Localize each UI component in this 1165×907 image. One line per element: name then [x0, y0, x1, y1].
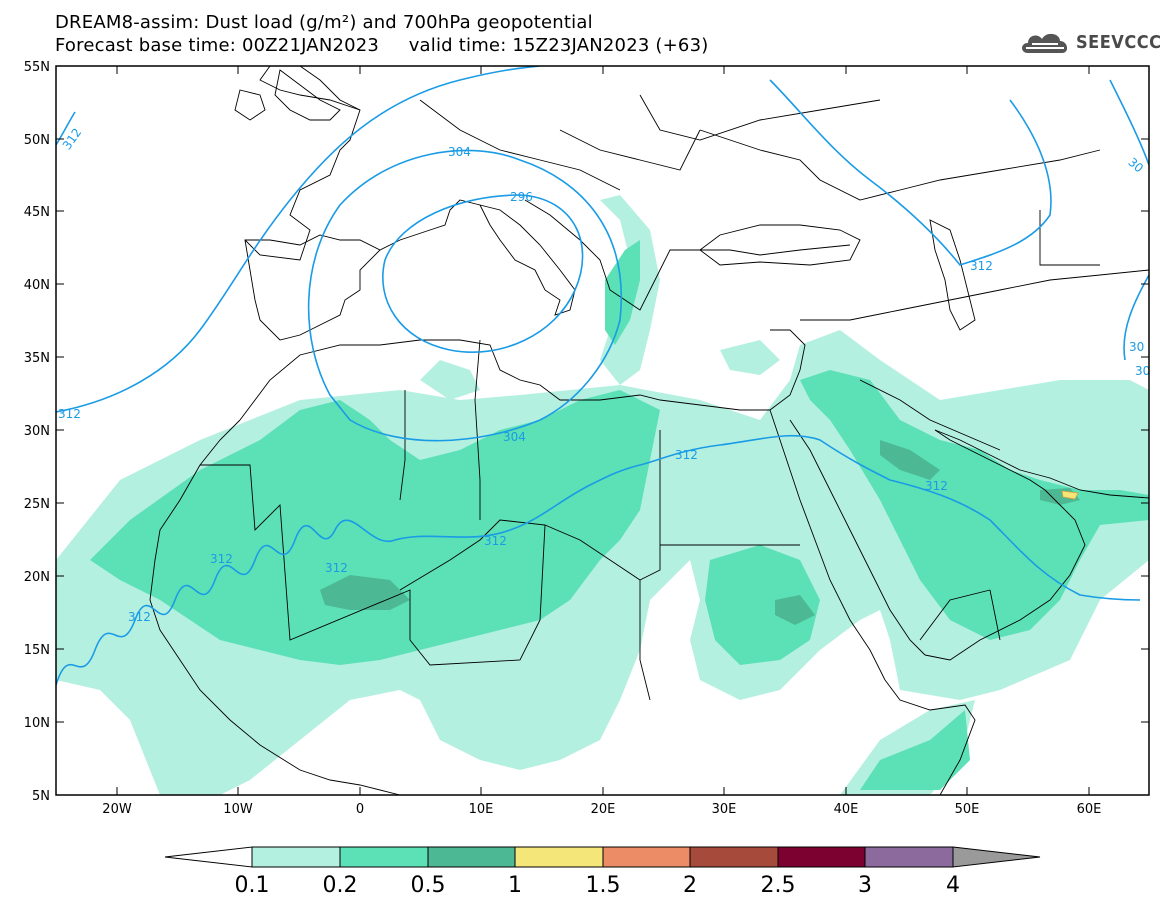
- colorbar-segment: [514, 846, 604, 868]
- colorbar-segment-under: [164, 846, 253, 868]
- contour-label: 296: [510, 190, 533, 204]
- colorbar-labels: 0.1 0.2 0.5 1 1.5 2 2.5 3 4: [235, 873, 961, 898]
- lat-label: 25N: [24, 497, 50, 512]
- geopotential-contours: [56, 66, 1149, 686]
- contour-label: 312: [325, 561, 348, 575]
- cloud-icon: [1022, 33, 1068, 53]
- colorbar-label: 1: [508, 873, 522, 898]
- colorbar-label: 0.1: [235, 873, 270, 898]
- lon-label: 0: [356, 802, 364, 817]
- lat-label: 5N: [32, 789, 50, 804]
- contour-label: 312: [210, 552, 233, 566]
- dust-medium-areas: [90, 240, 1149, 790]
- contour-label: 30: [1125, 155, 1146, 176]
- lon-label: 60E: [1077, 802, 1102, 817]
- colorbar-segment: [689, 846, 779, 868]
- contour-label: 312: [484, 534, 507, 548]
- dust-load-field: [56, 66, 1149, 795]
- colorbar-label: 2.5: [761, 873, 796, 898]
- coastlines-and-borders: [149, 66, 1149, 795]
- colorbar-label: 0.5: [411, 873, 446, 898]
- lon-label: 20E: [591, 802, 616, 817]
- lon-label: 10W: [223, 802, 253, 817]
- lon-label: 10E: [469, 802, 494, 817]
- contour-label: 312: [58, 407, 81, 421]
- colorbar-segment: [864, 846, 954, 868]
- lat-label: 35N: [24, 351, 50, 366]
- colorbar-segment: [427, 846, 516, 868]
- colorbar-segment: [251, 846, 341, 868]
- colorbar-label: 4: [946, 873, 960, 898]
- contour-label: 304: [448, 145, 471, 159]
- colorbar-segment: [339, 846, 429, 868]
- colorbar-segment: [777, 846, 866, 868]
- axis-ticks: [56, 65, 1149, 796]
- colorbar: [164, 846, 1041, 868]
- lon-label: 50E: [955, 802, 980, 817]
- contour-label: 312: [970, 259, 993, 273]
- contour-label: 304: [503, 430, 526, 444]
- contour-label: 30: [1135, 364, 1150, 378]
- colorbar-label: 3: [858, 873, 872, 898]
- lat-label: 15N: [24, 643, 50, 658]
- lat-label: 30N: [24, 424, 50, 439]
- map-title: DREAM8-assim: Dust load (g/m²) and 700hP…: [55, 12, 593, 33]
- colorbar-segment-over: [952, 846, 1041, 868]
- lon-label: 30E: [712, 802, 737, 817]
- contour-label: 30: [1129, 340, 1144, 354]
- lat-label: 45N: [24, 205, 50, 220]
- colorbar-label: 2: [683, 873, 697, 898]
- contour-label: 312: [675, 448, 698, 462]
- contour-label: 312: [925, 479, 948, 493]
- lat-label: 20N: [24, 570, 50, 585]
- lat-label: 55N: [24, 60, 50, 75]
- longitude-labels: 20W 10W 0 10E 20E 30E 40E 50E 60E: [102, 802, 1101, 817]
- lat-label: 50N: [24, 133, 50, 148]
- latitude-labels: 55N 50N 45N 40N 35N 30N 25N 20N 15N 10N …: [24, 60, 50, 804]
- lon-label: 40E: [834, 802, 859, 817]
- colorbar-label: 1.5: [586, 873, 621, 898]
- lon-label: 20W: [102, 802, 132, 817]
- map-subtitle: Forecast base time: 00Z21JAN2023 valid t…: [55, 35, 709, 56]
- lat-label: 40N: [24, 278, 50, 293]
- contour-labels: 312 304 296 304 312 312 312 312 312 312 …: [58, 126, 1150, 624]
- seevccc-logo: SEEVCCC: [1018, 26, 1161, 58]
- logo-text: SEEVCCC: [1076, 31, 1162, 53]
- dust-high-spot: [1061, 490, 1079, 500]
- lat-label: 10N: [24, 716, 50, 731]
- contour-label: 312: [128, 610, 151, 624]
- colorbar-segment: [602, 846, 691, 868]
- colorbar-label: 0.2: [323, 873, 358, 898]
